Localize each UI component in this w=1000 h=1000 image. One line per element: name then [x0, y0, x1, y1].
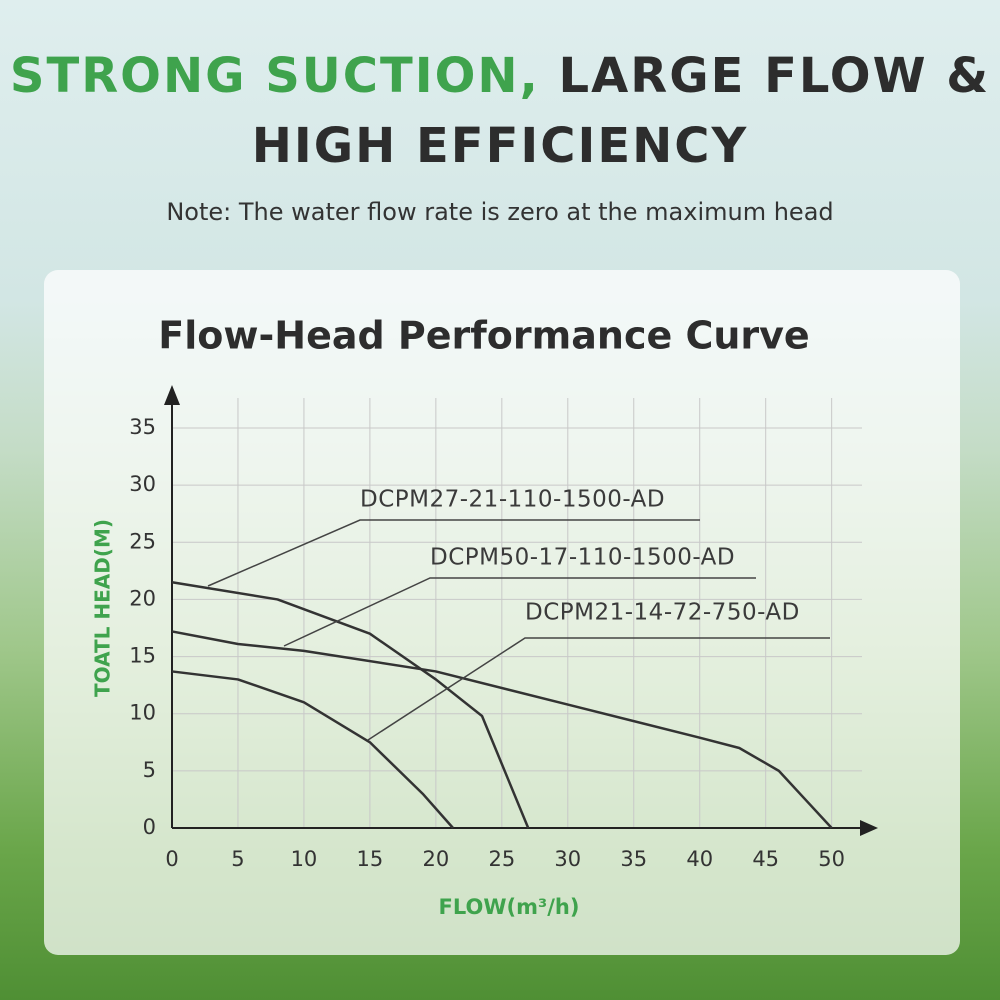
y-tick-label: 35 [129, 415, 156, 439]
x-axis-arrow [860, 820, 878, 836]
note: Note: The water flow rate is zero at the… [166, 198, 834, 226]
x-axis-label: FLOW(m³/h) [439, 895, 580, 919]
y-tick-label: 30 [129, 472, 156, 496]
y-tick-label: 15 [129, 644, 156, 668]
x-tick-label: 40 [686, 847, 713, 871]
series-line [171, 630, 833, 829]
x-tick-label: 50 [818, 847, 845, 871]
y-tick-label: 5 [143, 758, 156, 782]
x-tick-label: 5 [231, 847, 244, 871]
x-tick-label: 45 [752, 847, 779, 871]
headline-highlight: STRONG SUCTION, [9, 48, 540, 104]
y-axis-label: TOATL HEAD(M) [91, 519, 115, 697]
x-tick-label: 35 [620, 847, 647, 871]
leader-line [207, 519, 700, 587]
leader-line [367, 637, 830, 741]
x-tick-label: 15 [357, 847, 384, 871]
y-tick-label: 20 [129, 586, 156, 610]
chart-title: Flow-Head Performance Curve [158, 314, 809, 358]
leader-line [283, 577, 756, 647]
y-tick-label: 10 [129, 701, 156, 725]
x-tick-label: 30 [554, 847, 581, 871]
series-label: DCPM27-21-110-1500-AD [360, 487, 665, 513]
series-line [171, 581, 530, 829]
x-tick-label: 0 [165, 847, 178, 871]
headline-line2: HIGH EFFICIENCY [251, 118, 749, 174]
y-axis-arrow [164, 385, 180, 405]
x-tick-label: 25 [488, 847, 515, 871]
x-tick-label: 20 [422, 847, 449, 871]
headline: STRONG SUCTION, LARGE FLOW & [0, 48, 1000, 104]
headline-rest: LARGE FLOW & [558, 48, 991, 104]
series-label: DCPM50-17-110-1500-AD [430, 545, 735, 571]
series-line [171, 670, 454, 829]
y-tick-label: 25 [129, 529, 156, 553]
y-tick-label: 0 [143, 815, 156, 839]
x-tick-label: 10 [291, 847, 318, 871]
series-label: DCPM21-14-72-750-AD [525, 600, 800, 626]
